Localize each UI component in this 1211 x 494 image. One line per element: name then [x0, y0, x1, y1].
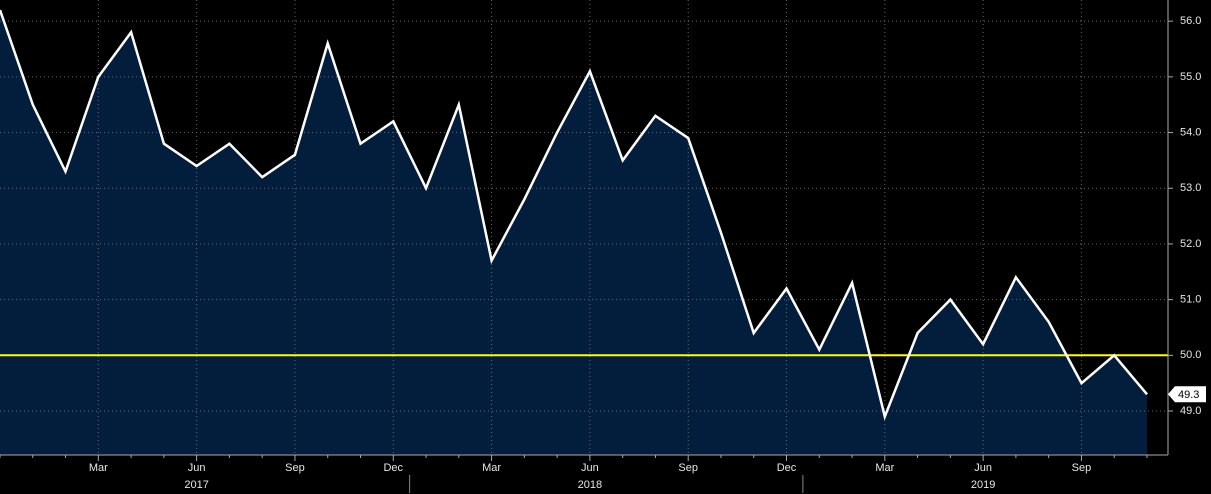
y-tick-label: 53.0	[1180, 182, 1201, 194]
x-tick-label: Sep	[1072, 462, 1092, 474]
y-tick-label: 54.0	[1180, 126, 1201, 138]
year-label: 2017	[184, 479, 208, 491]
x-tick-label: Mar	[89, 462, 108, 474]
last-value-tag	[1168, 386, 1206, 403]
line	[0, 9, 1148, 421]
x-tick-label: Mar	[875, 462, 894, 474]
x-tick-label: Mar	[482, 462, 501, 474]
x-tick-label: Dec	[383, 462, 403, 474]
y-tick-label: 50.0	[1180, 349, 1201, 361]
x-tick-label: Jun	[581, 462, 599, 474]
y-tick-label: 51.0	[1180, 294, 1201, 306]
y-tick-label: 55.0	[1180, 71, 1201, 83]
year-label: 2019	[971, 479, 995, 491]
x-tick-label: Sep	[678, 462, 698, 474]
x-tick-label: Dec	[777, 462, 797, 474]
year-label: 2018	[578, 479, 602, 491]
last-value-label: 49.3	[1178, 389, 1199, 401]
y-tick-label: 56.0	[1180, 15, 1201, 27]
x-tick-label: Sep	[285, 462, 305, 474]
x-tick-label: Jun	[188, 462, 206, 474]
y-tick-label: 52.0	[1180, 238, 1201, 250]
x-tick-label: Jun	[974, 462, 992, 474]
y-tick-label: 49.0	[1180, 405, 1201, 417]
area-fill	[0, 10, 1147, 455]
